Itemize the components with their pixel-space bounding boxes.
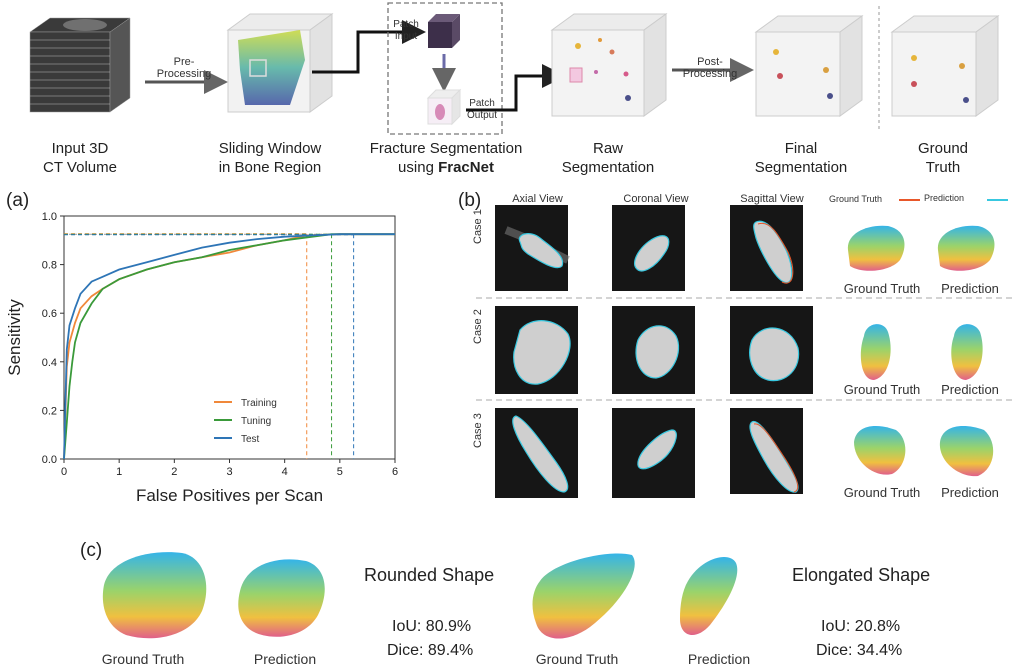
patch-input-cube (428, 14, 460, 48)
stage-input-caption: Input 3D CT Volume (43, 140, 117, 176)
froc-chart: 0 1 2 3 4 5 6 0.0 0.2 0.4 0.6 0.8 1.0 Training Tuning T… (5, 211, 398, 505)
pipeline-graphics (29, 2, 1000, 135)
case1-label: Case 1 (472, 209, 484, 244)
x-axis-label: False Positives per Scan (136, 486, 323, 505)
x-tick-label: 2 (171, 466, 177, 478)
case2-label: Case 2 (472, 309, 484, 344)
stage-final-caption: Final Segmentation (754, 140, 848, 176)
case1-pred-caption: Prediction (941, 281, 999, 296)
x-tick-label: 4 (282, 466, 288, 478)
panel-c-shapes (102, 552, 738, 639)
c-elongated-gt-caption: Ground Truth (535, 651, 619, 667)
bone-region-cube (226, 13, 334, 113)
patch-input-label: Patch Input (393, 19, 419, 42)
rounded-iou: IoU: 80.9% (392, 618, 472, 635)
legend-label-tuning: Tuning (241, 416, 271, 427)
panel-c-label: (c) (80, 540, 103, 561)
x-tick-label: 6 (392, 466, 398, 478)
series-line-tuning (63, 233, 395, 460)
panel-b-label: (b) (458, 190, 482, 211)
case1-gt-caption: Ground Truth (843, 281, 921, 296)
elongated-shape-title: Elongated Shape (792, 565, 931, 585)
case3-label: Case 3 (472, 413, 484, 448)
legend-label-training: Training (241, 398, 277, 409)
ct-volume-stack (29, 17, 131, 113)
series-line-test (63, 233, 395, 460)
case-shapes (847, 225, 995, 477)
stage-sliding-caption: Sliding Window in Bone Region (218, 140, 322, 176)
case2-pred-caption: Prediction (941, 382, 999, 397)
y-tick-label: 0.6 (42, 308, 57, 320)
stage-fracnet-caption: Fracture Segmentation using FracNet (369, 140, 523, 176)
rounded-dice: Dice: 89.4% (387, 642, 474, 659)
view-axial: Axial View (512, 193, 563, 205)
legend-ground-truth: Ground Truth (829, 194, 883, 204)
stage-gt-caption: Ground Truth (917, 140, 969, 176)
x-tick-label: 0 (61, 466, 67, 478)
view-sagittal: Sagittal View (740, 193, 804, 205)
y-tick-label: 1.0 (42, 211, 57, 223)
x-tick-label: 3 (226, 466, 232, 478)
c-rounded-gt-caption: Ground Truth (101, 651, 185, 667)
case3-gt-caption: Ground Truth (843, 485, 921, 500)
stage-raw-caption: Raw Segmentation (561, 140, 655, 176)
legend-prediction: Prediction (924, 193, 965, 203)
view-coronal: Coronal View (623, 193, 689, 205)
y-tick-label: 0.4 (42, 357, 57, 369)
rounded-shape-title: Rounded Shape (364, 565, 495, 585)
final-segmentation-cube (754, 15, 864, 117)
case2-gt-caption: Ground Truth (843, 382, 921, 397)
panel-b-graphics (476, 199, 1013, 498)
panel-a-label: (a) (6, 190, 30, 211)
post-processing-label: Post- Processing (682, 56, 738, 80)
x-tick-label: 1 (116, 466, 122, 478)
ground-truth-cube (890, 15, 1000, 117)
series-line-training (63, 233, 395, 460)
elongated-dice: Dice: 34.4% (816, 642, 903, 659)
legend-label-test: Test (241, 434, 260, 445)
elongated-iou: IoU: 20.8% (821, 618, 901, 635)
case3-slices (495, 408, 803, 498)
y-axis-label: Sensitivity (5, 299, 24, 376)
case3-pred-caption: Prediction (941, 485, 999, 500)
patch-output-cube (426, 88, 462, 126)
y-tick-label: 0.2 (42, 405, 57, 417)
case2-slices (495, 306, 813, 394)
pre-processing-label: Pre- Processing (156, 56, 212, 80)
y-tick-label: 0.0 (42, 454, 57, 466)
x-tick-label: 5 (337, 466, 343, 478)
patch-output-label: Patch Output (466, 98, 498, 121)
y-tick-label: 0.8 (42, 260, 57, 272)
c-rounded-pred-caption: Prediction (253, 651, 317, 667)
raw-segmentation-cube (550, 13, 668, 117)
case1-slices (495, 205, 803, 291)
c-elongated-pred-caption: Prediction (687, 651, 751, 667)
